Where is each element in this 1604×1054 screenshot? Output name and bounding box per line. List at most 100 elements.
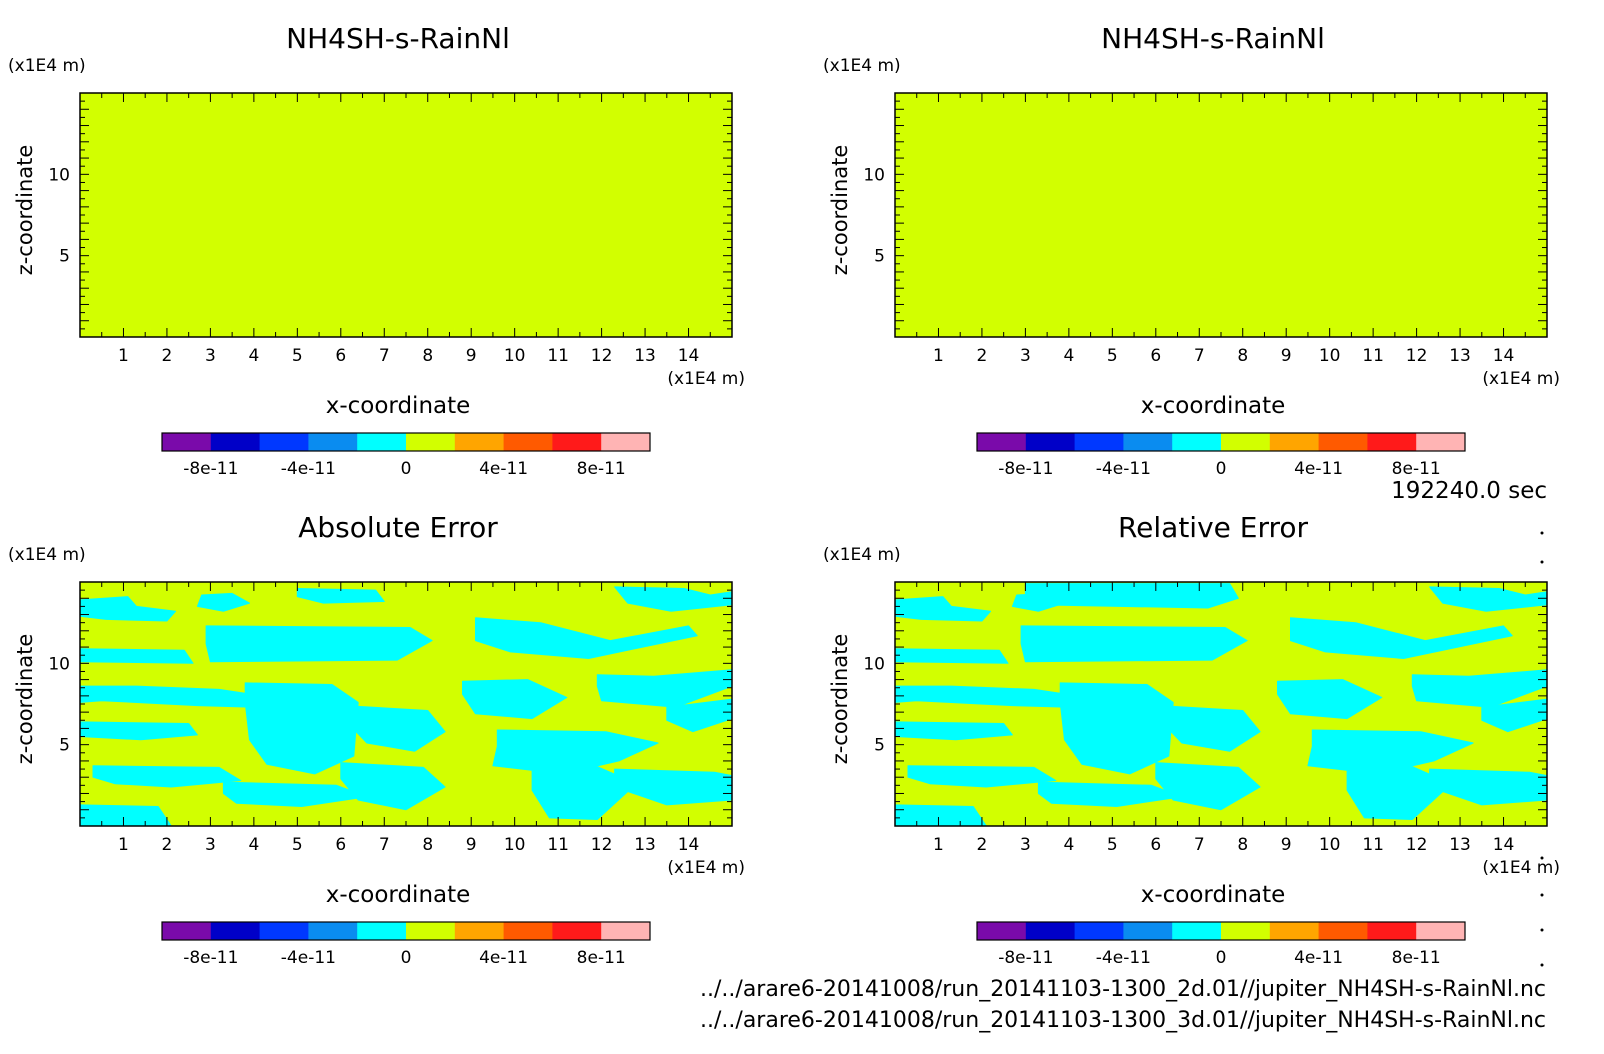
colorbar-frame <box>161 432 651 452</box>
contour-patch <box>1290 617 1513 659</box>
colorbar-swatch <box>1025 433 1076 451</box>
colorbar-swatch <box>162 433 212 451</box>
colorbar-frame <box>161 921 651 941</box>
colorbar-tick-label: -4e-11 <box>1096 948 1151 968</box>
y-tick-label: 5 <box>59 247 70 267</box>
colorbar-swatch <box>259 433 309 451</box>
y-axis-label: z-coordinate <box>828 634 852 765</box>
x-tick-label: 6 <box>335 835 346 855</box>
colorbar-tick-label: 8e-11 <box>1392 948 1441 968</box>
contour-patch <box>296 588 385 604</box>
contour-patch <box>531 758 637 820</box>
colorbar-swatch <box>1123 922 1173 940</box>
x-axis-label: x-coordinate <box>326 393 471 419</box>
colorbar-tick-label: 8e-11 <box>1392 459 1441 479</box>
x-tick-label: 1 <box>118 346 129 366</box>
x-tick-label: 14 <box>678 835 700 855</box>
colorbar-swatch <box>552 922 602 940</box>
colorbar-swatch <box>1221 433 1271 451</box>
y-tick-label: 10 <box>48 654 70 674</box>
colorbar-swatch <box>1367 922 1417 940</box>
contour-patch <box>79 804 172 827</box>
x-tick-label: 12 <box>591 835 613 855</box>
x-unit-label: (x1E4 m) <box>1482 369 1560 389</box>
colorbar-swatch <box>601 922 651 940</box>
contour-patch <box>205 625 433 663</box>
colorbar-frame <box>976 921 1466 941</box>
colorbar-swatch <box>210 433 261 451</box>
colorbar-swatch <box>210 922 261 940</box>
colorbar-swatch <box>1074 922 1124 940</box>
colorbar-swatch <box>503 433 553 451</box>
x-unit-label: (x1E4 m) <box>667 369 745 389</box>
x-tick-label: 11 <box>547 835 569 855</box>
colorbar: -8e-11 -4e-11 0 4e-11 8e-11 <box>976 432 1466 479</box>
panel-title: NH4SH-s-RainNl <box>286 22 510 55</box>
contour-patch <box>1020 625 1248 663</box>
colorbar-tick-label: 8e-11 <box>577 459 626 479</box>
colorbar-swatch <box>552 433 602 451</box>
x-tick-label: 14 <box>1493 835 1515 855</box>
x-tick-label: 1 <box>933 346 944 366</box>
x-tick-label: 10 <box>1319 835 1341 855</box>
x-axis-label: x-coordinate <box>326 882 471 908</box>
contour-patch <box>1411 669 1548 708</box>
colorbar-swatch <box>1416 433 1466 451</box>
colorbar-tick-label: 8e-11 <box>577 948 626 968</box>
contour-patch <box>340 762 446 811</box>
colorbar-tick-label: -8e-11 <box>998 459 1053 479</box>
colorbar-swatch <box>308 433 358 451</box>
colorbar-swatch <box>1269 922 1320 940</box>
x-tick-label: 5 <box>1107 346 1118 366</box>
x-tick-label: 6 <box>335 346 346 366</box>
y-axis-label: z-coordinate <box>828 145 852 276</box>
y-tick-label: 5 <box>874 247 885 267</box>
x-tick-label: 4 <box>248 835 259 855</box>
contour-patch <box>222 781 368 807</box>
contour-patch <box>1481 698 1548 733</box>
x-unit-label: (x1E4 m) <box>1482 858 1560 878</box>
x-tick-label: 9 <box>1281 835 1292 855</box>
y-unit-label: (x1E4 m) <box>8 56 86 76</box>
x-tick-label: 8 <box>1237 835 1248 855</box>
colorbar-swatch <box>977 433 1027 451</box>
x-tick-label: 3 <box>205 346 216 366</box>
contour-patch <box>1346 758 1452 820</box>
x-tick-label: 10 <box>504 346 526 366</box>
panel-2: NH4SH-s-RainNl(x1E4 m)1 2 3 4 5 6 7 8 9 10 11 12 13 1… <box>823 22 1560 479</box>
contour-patch <box>1159 705 1261 752</box>
y-tick-label: 5 <box>874 736 885 756</box>
colorbar-tick-label: 0 <box>1216 459 1227 479</box>
contour-patch <box>1277 679 1383 720</box>
x-tick-label: 6 <box>1150 346 1161 366</box>
colorbar-swatch <box>1074 433 1124 451</box>
x-tick-label: 13 <box>634 346 656 366</box>
colorbar-tick-label: 4e-11 <box>1294 459 1343 479</box>
x-tick-label: 4 <box>1063 835 1074 855</box>
colorbar-swatch <box>259 922 309 940</box>
contour-patch <box>79 648 194 664</box>
x-tick-label: 1 <box>118 835 129 855</box>
colorbar-swatch <box>1269 433 1320 451</box>
colorbar-swatch <box>162 922 212 940</box>
contour-patch <box>666 698 733 733</box>
contour-patch <box>92 765 242 788</box>
colorbar-tick-label: -8e-11 <box>183 948 238 968</box>
contour-patch <box>1155 762 1261 811</box>
x-tick-label: 7 <box>379 346 390 366</box>
colorbar-tick-label: -4e-11 <box>281 948 336 968</box>
x-tick-label: 7 <box>1194 835 1205 855</box>
contour-patch <box>907 765 1057 788</box>
x-tick-label: 9 <box>466 346 477 366</box>
contour-patch <box>1024 583 1239 609</box>
colorbar-swatch <box>454 433 505 451</box>
margin-dot <box>1540 560 1544 564</box>
colorbar-swatch <box>1172 922 1222 940</box>
contour-patch <box>79 596 177 622</box>
margin-dot <box>1540 963 1544 967</box>
colorbar-swatch <box>1367 433 1417 451</box>
colorbar-tick-label: -4e-11 <box>1096 459 1151 479</box>
panel-1: NH4SH-s-RainNl(x1E4 m)1 2 3 4 5 6 7 8 9 10 11 12 13 1… <box>8 22 745 479</box>
x-tick-label: 14 <box>678 346 700 366</box>
